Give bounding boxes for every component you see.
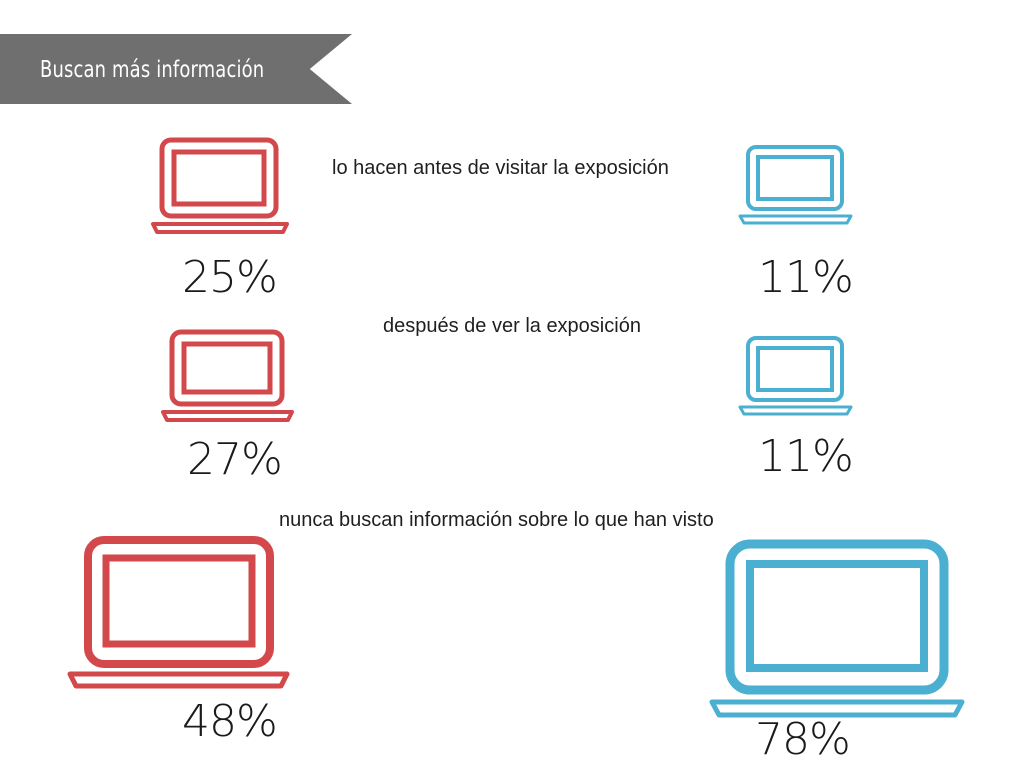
laptop-icon — [67, 536, 290, 689]
laptop-icon — [738, 336, 853, 416]
section-banner: Buscan más información — [0, 34, 352, 104]
left-percentage: 27% — [187, 434, 283, 485]
left-percentage: 48% — [182, 696, 278, 747]
banner-title: Buscan más información — [40, 57, 265, 83]
laptop-icon — [738, 145, 853, 225]
right-percentage: 78% — [755, 714, 851, 765]
left-percentage: 25% — [182, 252, 278, 303]
right-percentage: 11% — [758, 252, 854, 303]
row-caption: después de ver la exposición — [383, 315, 641, 337]
laptop-icon — [151, 137, 289, 234]
row-caption: nunca buscan información sobre lo que ha… — [279, 509, 714, 531]
laptop-icon — [709, 539, 965, 718]
right-percentage: 11% — [758, 431, 854, 482]
laptop-icon — [161, 329, 294, 422]
row-caption: lo hacen antes de visitar la exposición — [332, 157, 669, 179]
